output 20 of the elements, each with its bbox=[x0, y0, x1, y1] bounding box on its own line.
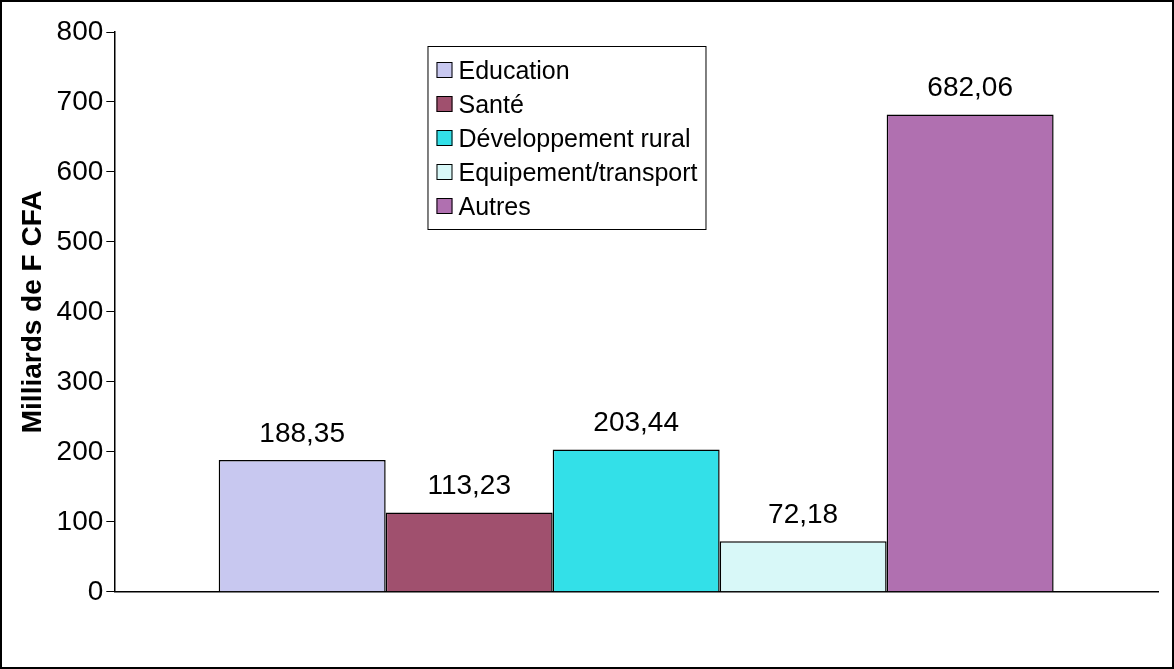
data-label: 203,44 bbox=[593, 406, 679, 438]
y-tick-label: 300 bbox=[56, 364, 104, 396]
data-label: 113,23 bbox=[427, 469, 511, 501]
y-tick-label: 0 bbox=[87, 574, 104, 606]
y-tick-label: 400 bbox=[56, 294, 104, 326]
data-label: 72,18 bbox=[768, 498, 839, 530]
y-tick-label: 500 bbox=[56, 224, 104, 256]
y-tick-label: 700 bbox=[56, 84, 104, 116]
y-tick-label: 100 bbox=[56, 504, 104, 536]
y-tick-label: 200 bbox=[56, 434, 104, 466]
y-tick-label: 600 bbox=[56, 154, 104, 186]
legend-label: Santé bbox=[458, 89, 524, 120]
legend-label: Education bbox=[458, 55, 570, 86]
y-axis-title: Milliards de F CFA bbox=[15, 190, 47, 434]
legend-label: Equipement/transport bbox=[458, 157, 698, 188]
data-label: 682,06 bbox=[927, 71, 1013, 103]
legend-label: Autres bbox=[458, 191, 531, 222]
y-tick-label: 800 bbox=[56, 14, 104, 46]
legend-label: Développement rural bbox=[458, 123, 691, 154]
data-label: 188,35 bbox=[259, 416, 345, 448]
